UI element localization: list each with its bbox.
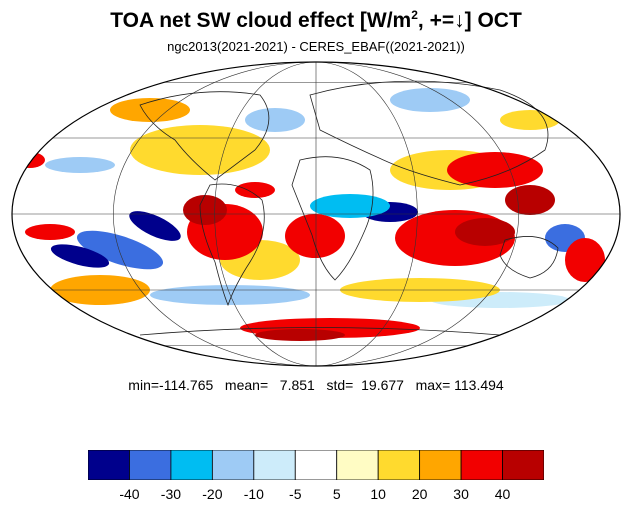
colorbar-swatch [294, 450, 338, 480]
meridian-line [214, 61, 317, 367]
colorbar-swatch [502, 450, 544, 480]
meridian-line [315, 61, 519, 367]
field-patch [76, 230, 164, 270]
colorbar-swatch [419, 450, 462, 480]
africa-coast [291, 156, 374, 281]
cloud-effect-field [15, 88, 605, 341]
field-patch [110, 98, 190, 122]
field-patch [500, 110, 560, 130]
field-patch [129, 211, 181, 241]
field-patch [310, 194, 390, 218]
field-patch [390, 88, 470, 112]
colorbar-swatch [336, 450, 379, 480]
field-patch [183, 195, 227, 225]
colorbar-tick-label: -20 [202, 486, 223, 502]
colorbar-swatch [377, 450, 421, 480]
colorbar-tick-label: 30 [453, 486, 469, 502]
colorbar-swatch [253, 450, 296, 480]
colorbar-swatch [129, 450, 172, 480]
plot-subtitle: ngc2013(2021-2021) - CERES_EBAF((2021-20… [167, 39, 465, 54]
field-patch [45, 157, 115, 173]
field-patch [565, 238, 605, 282]
field-patch [25, 224, 75, 240]
colorbar-tick-label: -30 [160, 486, 182, 502]
colorbar-tick-label: -40 [119, 486, 140, 502]
colorbar-swatch [88, 450, 130, 480]
colorbar-swatch [460, 450, 503, 480]
colorbar-tick-label: -10 [243, 486, 264, 502]
plot-title: TOA net SW cloud effect [W/m2, +=↓] OCT [110, 8, 522, 32]
meridian-line [113, 61, 317, 367]
antarctica-coast [139, 327, 501, 336]
field-patch [245, 108, 305, 132]
coastlines [139, 80, 559, 336]
map-outline [11, 61, 621, 367]
colorbar-tick-label: 20 [411, 486, 428, 502]
field-patch [455, 218, 515, 246]
south-america-coast [199, 183, 265, 307]
graticule [12, 61, 620, 367]
field-patch [447, 152, 543, 188]
statistics-line: min=-114.765 mean= 7.851 std= 19.677 max… [128, 377, 504, 393]
eurasia-coast [309, 80, 549, 186]
colorbar-tick-label: -5 [289, 486, 302, 502]
colorbar-swatch [170, 450, 213, 480]
field-patch [130, 125, 270, 175]
field-patch [505, 185, 555, 215]
meridian-line [315, 61, 418, 367]
colorbar-tick-label: 5 [332, 486, 341, 502]
field-patch [50, 244, 110, 268]
colorbar-tick-label: 10 [370, 486, 386, 502]
field-patch [235, 182, 275, 198]
north-america-coast [139, 91, 270, 181]
australia-coast [499, 236, 559, 279]
field-patch [285, 214, 345, 258]
colorbar [88, 450, 544, 480]
field-patch [15, 152, 45, 168]
colorbar-swatch [211, 450, 255, 480]
field-patch [255, 329, 345, 341]
colorbar-tick-label: 40 [494, 486, 511, 502]
